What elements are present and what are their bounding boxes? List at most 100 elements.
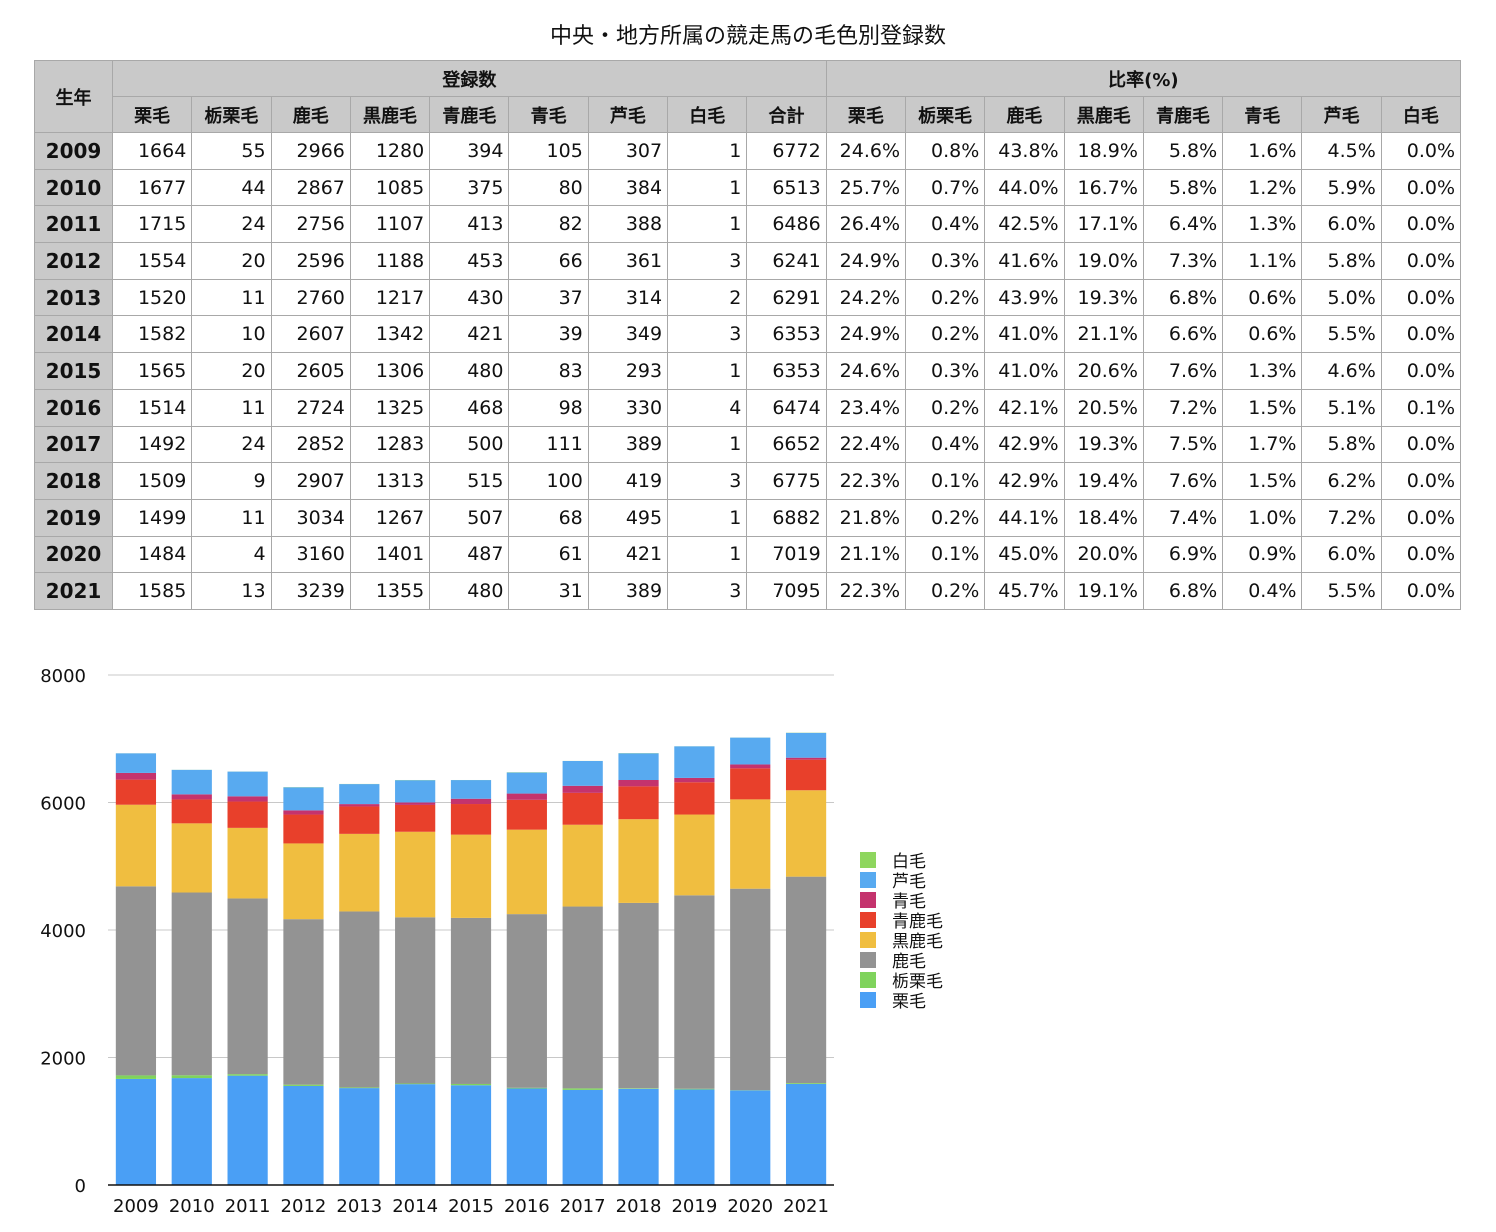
count-cell: 3 <box>667 315 748 354</box>
count-cell: 24 <box>191 425 272 464</box>
count-cell: 1 <box>667 205 748 244</box>
count-cell: 1484 <box>111 535 193 574</box>
count-cell: 4 <box>667 388 748 427</box>
ratio-cell: 21.8% <box>825 498 907 537</box>
count-cell: 468 <box>429 388 510 427</box>
ratio-cell: 45.7% <box>984 572 1065 610</box>
bar-segment <box>171 1078 212 1185</box>
ratio-cell: 0.9% <box>1222 535 1303 574</box>
bar-segment <box>618 1088 659 1185</box>
ratio-cell: 5.9% <box>1301 168 1382 207</box>
bar-segment <box>785 876 827 1084</box>
ratio-cell: 5.5% <box>1301 315 1382 354</box>
count-cell: 6241 <box>746 242 827 280</box>
x-tick-label: 2021 <box>783 1196 829 1217</box>
bar-segment <box>618 1088 659 1089</box>
count-col-header: 青鹿毛 <box>429 96 510 133</box>
x-tick-label: 2018 <box>616 1196 662 1217</box>
ratio-cell: 7.2% <box>1142 388 1224 427</box>
bar-segment <box>339 833 380 912</box>
bar-segment <box>450 1083 492 1086</box>
count-cell: 500 <box>429 425 510 464</box>
count-cell: 82 <box>508 205 589 244</box>
ratio-cell: 5.5% <box>1301 572 1382 610</box>
count-cell: 1313 <box>349 462 431 500</box>
x-tick-label: 2013 <box>336 1196 382 1217</box>
ratio-cell: 7.6% <box>1142 462 1224 500</box>
count-cell: 1582 <box>111 315 193 354</box>
ratio-cell: 0.2% <box>904 498 986 537</box>
count-cell: 1664 <box>111 132 193 170</box>
x-tick-label: 2017 <box>560 1196 606 1217</box>
ratio-cell: 5.8% <box>1142 132 1224 170</box>
count-cell: 1 <box>667 498 748 537</box>
count-cell: 6772 <box>746 132 827 170</box>
bar-segment <box>227 1075 268 1185</box>
bar-segment <box>562 824 603 907</box>
count-cell: 375 <box>429 168 510 207</box>
year-cell: 2016 <box>34 388 113 427</box>
ratio-cell: 0.8% <box>904 132 986 170</box>
bar-segment <box>171 794 212 800</box>
bar-segment <box>227 771 268 797</box>
ratio-col-header: 青毛 <box>1222 96 1303 133</box>
bar-segment <box>674 777 715 783</box>
bar-segment <box>283 810 324 815</box>
count-cell: 1085 <box>349 168 431 207</box>
count-cell: 495 <box>587 498 669 537</box>
bar-segment <box>450 804 492 835</box>
ratio-cell: 6.9% <box>1142 535 1224 574</box>
ratio-cell: 26.4% <box>825 205 907 244</box>
ratio-cell: 19.0% <box>1063 242 1144 280</box>
count-cell: 61 <box>508 535 589 574</box>
count-cell: 421 <box>587 535 669 574</box>
count-cell: 1188 <box>349 242 431 280</box>
count-cell: 1492 <box>111 425 193 464</box>
bar-segment <box>506 1088 547 1185</box>
count-cell: 7019 <box>746 535 827 574</box>
table-row: 2010 1677 44 2867 1085 375 80 384 1 6513 25.7% 0.7%… <box>34 168 1462 207</box>
bar-segment <box>562 1088 603 1090</box>
count-cell: 83 <box>508 352 589 390</box>
ratio-cell: 21.1% <box>825 535 907 574</box>
count-cell: 3239 <box>270 572 351 610</box>
count-cell: 1280 <box>349 132 431 170</box>
legend-label: 栗毛 <box>892 992 926 1012</box>
count-cell: 1520 <box>111 278 193 317</box>
count-cell: 2607 <box>270 315 351 354</box>
ratio-cell: 0.3% <box>904 242 986 280</box>
bar-segment <box>618 779 659 787</box>
ratio-cell: 6.8% <box>1142 278 1224 317</box>
count-cell: 330 <box>587 388 669 427</box>
count-cell: 314 <box>587 278 669 317</box>
legend-swatch <box>860 852 876 868</box>
legend-label: 白毛 <box>892 852 926 872</box>
count-cell: 80 <box>508 168 589 207</box>
bar-segment <box>785 759 827 791</box>
count-cell: 2724 <box>270 388 351 427</box>
ratio-col-header: 栗毛 <box>825 96 907 133</box>
bar-segment <box>115 804 157 887</box>
ratio-cell: 22.3% <box>825 572 907 610</box>
ratio-cell: 6.6% <box>1142 315 1224 354</box>
ratio-cell: 0.4% <box>904 205 986 244</box>
bar-segment <box>562 1089 603 1185</box>
count-cell: 384 <box>587 168 669 207</box>
legend-label: 青鹿毛 <box>892 912 943 932</box>
count-cell: 2605 <box>270 352 351 390</box>
count-cell: 430 <box>429 278 510 317</box>
table-row: 2016 1514 11 2724 1325 468 98 330 4 6474 23.4% 0.2%… <box>34 388 1462 427</box>
bar-segment <box>562 760 603 786</box>
bar-segment <box>785 732 827 758</box>
count-cell: 37 <box>508 278 589 317</box>
bar-segment <box>227 796 268 802</box>
ratio-cell: 7.4% <box>1142 498 1224 537</box>
ratio-cell: 5.8% <box>1142 168 1224 207</box>
bar-segment <box>562 785 603 793</box>
count-cell: 10 <box>191 315 272 354</box>
legend-swatch <box>860 952 876 968</box>
count-cell: 105 <box>508 132 589 170</box>
bar-segment <box>115 1078 157 1185</box>
ratio-col-header: 白毛 <box>1380 96 1462 133</box>
bar-segment <box>618 819 659 903</box>
